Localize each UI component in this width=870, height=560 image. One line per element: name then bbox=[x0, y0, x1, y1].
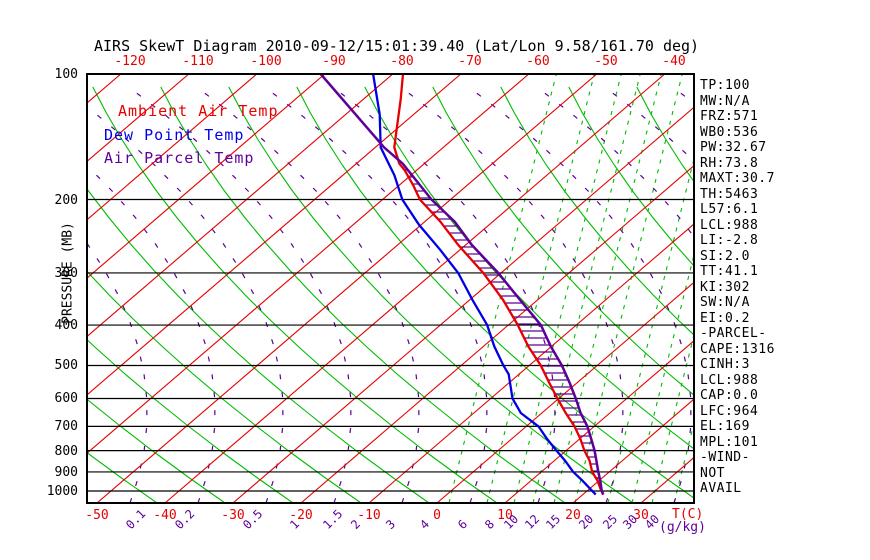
stats-line: LCL:988 bbox=[700, 217, 759, 233]
temp-axis-unit: T(C) bbox=[672, 507, 704, 522]
stats-line: MW:N/A bbox=[700, 93, 750, 109]
stats-line: LCL:988 bbox=[700, 372, 759, 388]
stats-line: WB0:536 bbox=[700, 124, 759, 140]
stats-line: CAP:0.0 bbox=[700, 388, 759, 403]
stats-line: RH:73.8 bbox=[700, 155, 759, 171]
cape-hatching bbox=[404, 169, 601, 486]
stats-line: AVAIL bbox=[700, 481, 742, 496]
bottom-temp-tick: 0 bbox=[433, 508, 441, 523]
top-temp-tick: -50 bbox=[594, 54, 618, 69]
pressure-lines bbox=[87, 198, 694, 492]
stats-line: EL:169 bbox=[700, 419, 750, 434]
stats-line: TT:41.1 bbox=[700, 264, 759, 279]
stats-line: TH:5463 bbox=[700, 186, 759, 202]
pressure-tick: 900 bbox=[54, 464, 78, 480]
isotherms bbox=[87, 74, 694, 503]
stats-line: KI:302 bbox=[700, 279, 750, 295]
stats-line: LI:-2.8 bbox=[700, 233, 759, 248]
mixing-ratio-lines bbox=[448, 74, 694, 503]
pressure-tick: 500 bbox=[54, 358, 78, 374]
stats-line: FRZ:571 bbox=[700, 109, 759, 124]
pressure-tick: 200 bbox=[54, 192, 78, 208]
temp-curve bbox=[393, 74, 605, 496]
bottom-temp-tick: -20 bbox=[289, 508, 313, 523]
legend-item: Ambient Air Temp bbox=[118, 102, 279, 120]
pressure-tick: 800 bbox=[54, 443, 78, 459]
bottom-temp-tick: -30 bbox=[221, 508, 245, 523]
top-temp-tick: -120 bbox=[114, 54, 146, 69]
bottom-temp-tick: 20 bbox=[565, 508, 581, 523]
dry-adiabats bbox=[87, 86, 694, 503]
bottom-temp-tick: 30 bbox=[633, 508, 649, 523]
bottom-temp-tick: 10 bbox=[497, 508, 513, 523]
plot-area bbox=[87, 74, 694, 503]
pressure-tick: 300 bbox=[54, 265, 78, 281]
pressure-tick: 600 bbox=[54, 391, 78, 407]
stats-line: LFC:964 bbox=[700, 403, 759, 419]
top-temp-tick: -90 bbox=[322, 54, 346, 69]
dewpoint-curve bbox=[371, 74, 597, 496]
top-temp-tick: -70 bbox=[458, 54, 482, 69]
stats-line: SW:N/A bbox=[700, 295, 750, 310]
top-temp-tick: -80 bbox=[390, 54, 414, 69]
top-temp-tick: -100 bbox=[250, 54, 282, 69]
stats-line: CAPE:1316 bbox=[700, 341, 775, 357]
pressure-tick: 700 bbox=[54, 419, 78, 435]
bottom-temp-tick: -40 bbox=[153, 508, 177, 523]
bottom-temp-tick: -50 bbox=[85, 508, 109, 523]
parcel-curve bbox=[319, 74, 605, 496]
stats-line: MPL:101 bbox=[700, 434, 759, 450]
legend-item: Dew Point Temp bbox=[104, 126, 245, 144]
pressure-tick: 1000 bbox=[46, 484, 78, 499]
stats-line: PW:32.67 bbox=[700, 140, 767, 155]
top-temp-tick: -60 bbox=[526, 54, 550, 69]
pressure-tick: 400 bbox=[54, 318, 78, 334]
pressure-axis-title: PRESSURE (MB) bbox=[60, 222, 76, 324]
legend-item: Air Parcel Temp bbox=[104, 149, 255, 167]
stats-line: SI:2.0 bbox=[700, 248, 750, 264]
top-temp-tick: -110 bbox=[182, 54, 214, 69]
bottom-temp-tick: -10 bbox=[357, 508, 381, 523]
stats-line: EI:0.2 bbox=[700, 310, 750, 326]
chart-title: AIRS SkewT Diagram 2010-09-12/15:01:39.4… bbox=[94, 37, 700, 55]
stats-line: CINH:3 bbox=[700, 357, 750, 372]
mixing-axis-unit: (g/kg) bbox=[659, 520, 706, 535]
top-temp-tick: -40 bbox=[662, 54, 686, 69]
stats-line: -PARCEL- bbox=[700, 326, 767, 341]
stats-line: L57:6.1 bbox=[700, 202, 759, 217]
stats-line: MAXT:30.7 bbox=[700, 171, 775, 186]
plot-border bbox=[86, 73, 695, 504]
stats-line: TP:100 bbox=[700, 78, 750, 93]
stats-line: NOT bbox=[700, 465, 725, 481]
pressure-tick: 100 bbox=[54, 67, 78, 82]
stats-line: -WIND- bbox=[700, 450, 750, 465]
